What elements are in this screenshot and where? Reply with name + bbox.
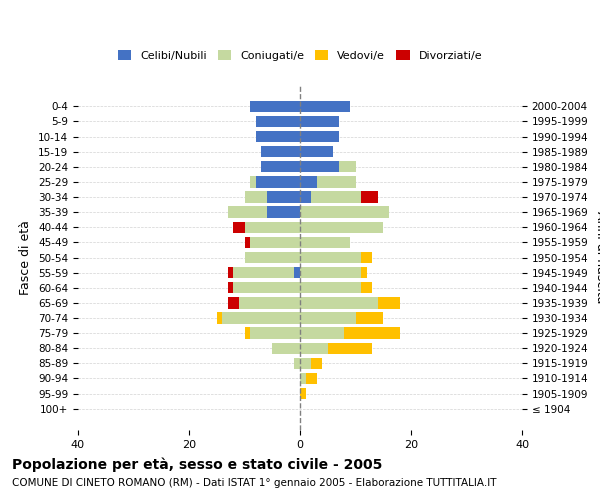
Bar — [361, 252, 372, 263]
Bar — [266, 192, 300, 202]
Bar — [378, 297, 400, 308]
Bar — [317, 176, 355, 188]
Bar — [222, 312, 300, 324]
Bar — [300, 388, 305, 399]
Bar — [300, 146, 334, 158]
Bar — [228, 282, 233, 294]
Bar — [300, 358, 311, 369]
Bar — [311, 358, 322, 369]
Bar — [245, 252, 300, 263]
Bar — [300, 222, 383, 233]
Text: Popolazione per età, sesso e stato civile - 2005: Popolazione per età, sesso e stato civil… — [12, 458, 382, 472]
Bar — [295, 267, 300, 278]
Bar — [361, 267, 367, 278]
Bar — [228, 297, 239, 308]
Bar — [228, 206, 266, 218]
Bar — [300, 297, 378, 308]
Bar — [300, 236, 350, 248]
Bar — [245, 328, 250, 338]
Y-axis label: Anni di nascita: Anni di nascita — [594, 211, 600, 304]
Bar — [361, 282, 372, 294]
Bar — [300, 206, 389, 218]
Bar — [339, 161, 355, 172]
Bar — [233, 282, 300, 294]
Bar — [295, 358, 300, 369]
Bar — [355, 312, 383, 324]
Bar — [250, 328, 300, 338]
Bar — [300, 116, 339, 127]
Bar — [300, 131, 339, 142]
Bar — [245, 222, 300, 233]
Bar — [217, 312, 222, 324]
Bar — [261, 146, 300, 158]
Bar — [245, 192, 266, 202]
Bar — [300, 252, 361, 263]
Bar — [228, 267, 233, 278]
Legend: Celibi/Nubili, Coniugati/e, Vedovi/e, Divorziati/e: Celibi/Nubili, Coniugati/e, Vedovi/e, Di… — [113, 46, 487, 66]
Bar — [300, 192, 311, 202]
Bar — [250, 236, 300, 248]
Bar — [266, 206, 300, 218]
Bar — [256, 176, 300, 188]
Bar — [250, 176, 256, 188]
Bar — [250, 100, 300, 112]
Bar — [300, 161, 339, 172]
Bar — [256, 131, 300, 142]
Text: COMUNE DI CINETO ROMANO (RM) - Dati ISTAT 1° gennaio 2005 - Elaborazione TUTTITA: COMUNE DI CINETO ROMANO (RM) - Dati ISTA… — [12, 478, 497, 488]
Bar — [233, 222, 245, 233]
Bar — [272, 342, 300, 354]
Bar — [300, 100, 350, 112]
Bar — [245, 236, 250, 248]
Bar — [239, 297, 300, 308]
Bar — [344, 328, 400, 338]
Bar — [256, 116, 300, 127]
Bar — [328, 342, 372, 354]
Bar — [300, 267, 361, 278]
Bar — [261, 161, 300, 172]
Bar — [305, 373, 317, 384]
Bar — [300, 312, 355, 324]
Y-axis label: Fasce di età: Fasce di età — [19, 220, 32, 295]
Bar — [311, 192, 361, 202]
Bar — [233, 267, 295, 278]
Bar — [300, 282, 361, 294]
Bar — [300, 373, 305, 384]
Bar — [300, 342, 328, 354]
Bar — [300, 176, 317, 188]
Bar — [300, 328, 344, 338]
Bar — [361, 192, 378, 202]
